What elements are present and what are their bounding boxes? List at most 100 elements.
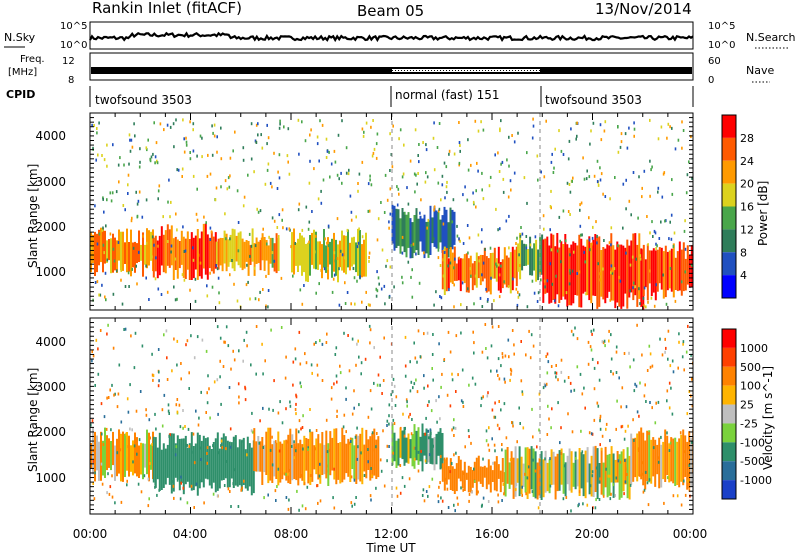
power-cell (261, 233, 264, 261)
velocity-echo (634, 382, 636, 386)
velocity-echo (127, 445, 130, 449)
power-echo (323, 267, 326, 271)
power-cell (136, 243, 138, 264)
velocity-echo (643, 394, 646, 398)
power-echo (655, 242, 657, 246)
velocity-echo (617, 459, 620, 463)
power-echo (603, 129, 606, 133)
velocity-echo (303, 482, 306, 486)
velocity-echo (527, 465, 530, 469)
velocity-cell (90, 443, 92, 469)
velocity-echo (262, 446, 265, 449)
power-echo (268, 235, 270, 239)
power-echo (166, 240, 169, 243)
velocity-echo (682, 342, 684, 346)
velocity-echo (549, 457, 551, 461)
velocity-cell (644, 440, 647, 490)
power-echo (201, 136, 203, 140)
velocity-echo (216, 378, 219, 382)
velocity-echo (590, 432, 593, 436)
power-echo (439, 295, 441, 298)
power-cell (104, 230, 106, 264)
power-echo (203, 215, 205, 219)
power-echo (152, 152, 154, 156)
power-echo (98, 232, 101, 236)
velocity-echo (455, 451, 457, 455)
velocity-echo (94, 471, 96, 475)
power-echo (376, 132, 379, 136)
velocity-echo (678, 340, 680, 344)
power-echo (671, 178, 673, 182)
power-echo (175, 212, 177, 216)
velocity-cell (240, 440, 243, 492)
velocity-echo (370, 498, 372, 502)
velocity-cell (188, 443, 191, 488)
velocity-echo (454, 426, 457, 430)
velocity-cell (684, 435, 687, 477)
velocity-cell (538, 458, 541, 496)
power-echo (94, 204, 96, 208)
velocity-echo (491, 325, 494, 329)
velocity-cell (510, 451, 513, 485)
power-echo (602, 267, 604, 271)
velocity-echo (274, 489, 277, 493)
velocity-cell (329, 431, 332, 476)
velocity-echo (485, 347, 487, 350)
velocity-cell (447, 466, 450, 480)
power-echo (320, 189, 322, 193)
power-echo (568, 139, 571, 143)
velocity-echo (484, 323, 487, 326)
power-echo (500, 162, 502, 166)
velocity-echo (91, 359, 93, 363)
power-echo (199, 261, 202, 265)
velocity-y-tick-3000: 3000 (35, 380, 66, 394)
power-echo (410, 275, 412, 279)
velocity-echo (343, 331, 345, 335)
power-echo (599, 123, 602, 127)
power-echo (506, 158, 508, 162)
power-echo (327, 224, 330, 228)
power-echo (482, 197, 485, 201)
velocity-echo (628, 351, 630, 355)
velocity-echo (332, 496, 334, 500)
velocity-echo (273, 379, 275, 383)
power-echo (320, 201, 323, 205)
power-echo (104, 295, 106, 299)
power-echo (686, 173, 689, 177)
velocity-echo (683, 368, 685, 372)
power-echo (495, 262, 497, 266)
velocity-echo (311, 371, 313, 375)
velocity-echo (129, 383, 131, 387)
velocity-echo (583, 386, 585, 390)
power-echo (489, 246, 492, 250)
velocity-echo (255, 372, 257, 376)
power-echo (333, 149, 336, 153)
velocity-cell (528, 448, 531, 494)
velocity-cell (421, 423, 424, 472)
velocity-echo (301, 426, 304, 429)
velocity-echo (353, 478, 356, 482)
power-echo (437, 248, 440, 252)
velocity-cell (457, 456, 460, 479)
power-cell (154, 235, 157, 272)
velocity-cell (289, 428, 292, 484)
power-cell (341, 230, 343, 271)
velocity-echo (668, 381, 671, 385)
power-cell (511, 246, 514, 291)
power-echo (531, 279, 534, 283)
velocity-echo (328, 448, 331, 452)
power-echo (545, 119, 547, 123)
velocity-echo (111, 383, 113, 387)
velocity-echo (259, 419, 261, 423)
power-echo (608, 241, 611, 245)
power-cell (92, 234, 94, 264)
power-cell (445, 209, 448, 254)
velocity-echo (431, 367, 433, 370)
velocity-echo (307, 446, 309, 450)
power-echo (217, 276, 220, 280)
power-cell (453, 211, 456, 245)
colorbar-swatch (722, 252, 736, 276)
power-echo (102, 226, 104, 230)
power-echo (495, 207, 497, 211)
power-echo (106, 164, 108, 168)
